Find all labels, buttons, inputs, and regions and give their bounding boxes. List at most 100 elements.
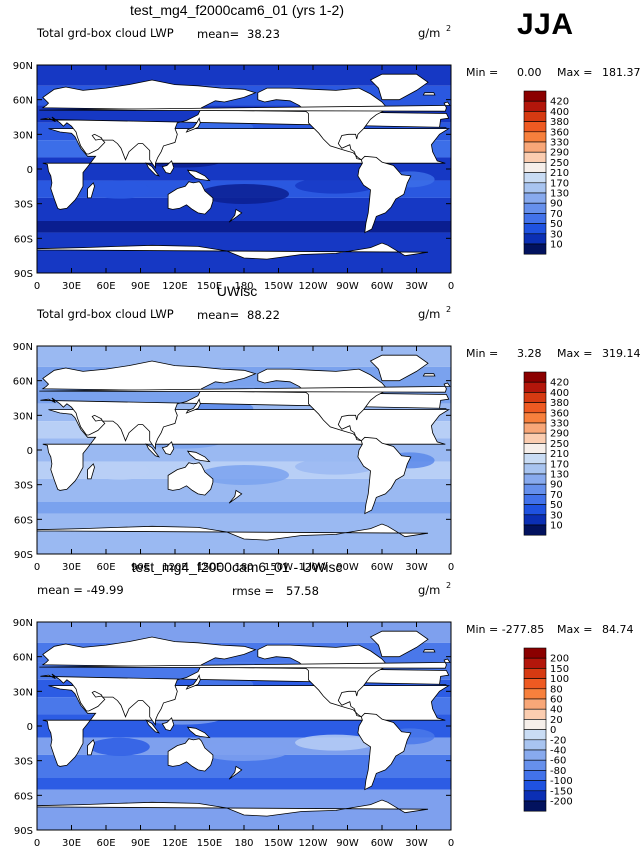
map-field xyxy=(37,346,451,554)
colorbar-swatch xyxy=(523,371,547,383)
land-antarctica xyxy=(37,799,429,830)
land-sumatra xyxy=(145,162,160,177)
ocean-band xyxy=(37,65,451,86)
land-sumatra xyxy=(145,443,160,458)
y-tick-label: 60N xyxy=(13,653,33,664)
map-panel-2: UWisc Total grd-box cloud LWP mean= 88.22 g/… xyxy=(13,283,641,573)
colorbar-level: 70 xyxy=(550,209,563,220)
colorbar-swatch xyxy=(523,141,547,153)
x-tick-label: 120W xyxy=(299,281,328,292)
colorbar-level: 210 xyxy=(550,449,569,460)
colorbar-level: 400 xyxy=(550,388,569,399)
colorbar-level: 170 xyxy=(550,459,569,470)
land-newguinea xyxy=(186,450,211,463)
colorbar-swatch xyxy=(523,111,547,122)
colorbar-swatch xyxy=(523,192,547,204)
field-feature xyxy=(295,734,376,751)
colorbar-swatch xyxy=(523,647,547,659)
colorbar-level: 50 xyxy=(550,219,563,230)
colorbar-swatch xyxy=(523,162,547,173)
colorbar-level: 130 xyxy=(550,189,569,200)
panel-title-3: test_mg4_f2000cam6_01 - UWisc xyxy=(132,559,343,575)
colorbar-swatch xyxy=(523,790,547,802)
land-uk xyxy=(39,382,451,393)
field-feature xyxy=(89,180,150,199)
colorbar-level: 360 xyxy=(550,127,569,138)
colorbar-level: 290 xyxy=(550,148,569,159)
colorbar-level: 330 xyxy=(550,138,569,149)
colorbar-swatch xyxy=(523,243,547,255)
colorbar-level: 380 xyxy=(550,117,569,128)
colorbar-swatch xyxy=(523,432,547,444)
max-value: 319.14 xyxy=(602,347,641,360)
colorbar-level: 70 xyxy=(550,490,563,501)
panel-title-2: UWisc xyxy=(217,283,257,299)
field-feature xyxy=(89,461,150,480)
colorbar-level: 20 xyxy=(550,715,563,726)
y-tick-label: 90N xyxy=(13,342,33,353)
colorbar-level: 50 xyxy=(550,500,563,511)
colorbar-swatch xyxy=(523,223,547,235)
land-australia xyxy=(167,462,214,496)
x-tick-label: 30W xyxy=(405,562,428,573)
land-borneo xyxy=(161,441,175,456)
x-tick-label: 60W xyxy=(371,838,394,849)
colorbar-swatch xyxy=(523,759,547,771)
colorbar-swatch xyxy=(523,202,547,214)
colorbar-swatch xyxy=(523,524,547,536)
x-tick-label: 150E xyxy=(197,838,222,849)
mean-value: 57.58 xyxy=(286,584,319,598)
colorbar-swatch xyxy=(523,151,547,163)
land-madagascar xyxy=(87,739,95,756)
units-label: g/m xyxy=(418,307,440,321)
colorbar-level: 170 xyxy=(550,178,569,189)
colorbar-level: 0 xyxy=(550,725,556,736)
x-tick-label: 30W xyxy=(405,838,428,849)
colorbar-swatch xyxy=(523,719,547,730)
colorbar-swatch xyxy=(523,463,547,475)
mean-value: 88.22 xyxy=(247,308,280,322)
land-newzealand xyxy=(228,489,243,504)
units-exponent: 2 xyxy=(446,581,451,590)
colorbar: 200150100806040200-20-40-60-80-100-150-2… xyxy=(523,647,573,812)
colorbar-level: 60 xyxy=(550,695,563,706)
colorbar-level: 30 xyxy=(550,229,563,240)
land-madagascar xyxy=(87,463,95,480)
x-tick-label: 90E xyxy=(131,838,150,849)
y-tick-label: 90S xyxy=(14,550,33,561)
colorbar-level: 10 xyxy=(550,240,563,251)
colorbar-swatch xyxy=(523,780,547,792)
x-tick-label: 60E xyxy=(96,562,115,573)
colorbar-swatch xyxy=(523,800,547,812)
land-antarctica xyxy=(37,242,429,273)
colorbar-swatch xyxy=(523,402,547,414)
x-tick-label: 150W xyxy=(264,838,293,849)
field-feature xyxy=(199,464,289,485)
land-iceland xyxy=(422,373,436,377)
colorbar-swatch xyxy=(523,749,547,761)
y-tick-label: 90S xyxy=(14,826,33,837)
colorbar-level: -200 xyxy=(550,797,573,808)
y-tick-label: 30N xyxy=(13,130,33,141)
colorbar-swatch xyxy=(523,453,547,465)
y-tick-label: 60N xyxy=(13,377,33,388)
ocean-band xyxy=(37,502,451,514)
colorbar-level: -20 xyxy=(550,735,566,746)
max-label: Max = xyxy=(557,623,592,636)
colorbar-level: 80 xyxy=(550,684,563,695)
colorbar-level: 10 xyxy=(550,521,563,532)
land-japan xyxy=(185,398,201,414)
units-exponent: 2 xyxy=(446,305,451,314)
field-feature xyxy=(295,177,376,194)
colorbar-swatch xyxy=(523,422,547,434)
land-uk xyxy=(39,101,451,112)
x-tick-label: 0 xyxy=(448,281,454,292)
colorbar-swatch xyxy=(523,392,547,403)
land-australia xyxy=(167,181,214,215)
colorbar-level: 250 xyxy=(550,158,569,169)
colorbar-level: 360 xyxy=(550,408,569,419)
mean-label: mean= xyxy=(197,308,239,322)
x-tick-label: 90W xyxy=(336,838,359,849)
land-eurasia xyxy=(40,636,450,727)
y-tick-label: 30S xyxy=(14,481,33,492)
